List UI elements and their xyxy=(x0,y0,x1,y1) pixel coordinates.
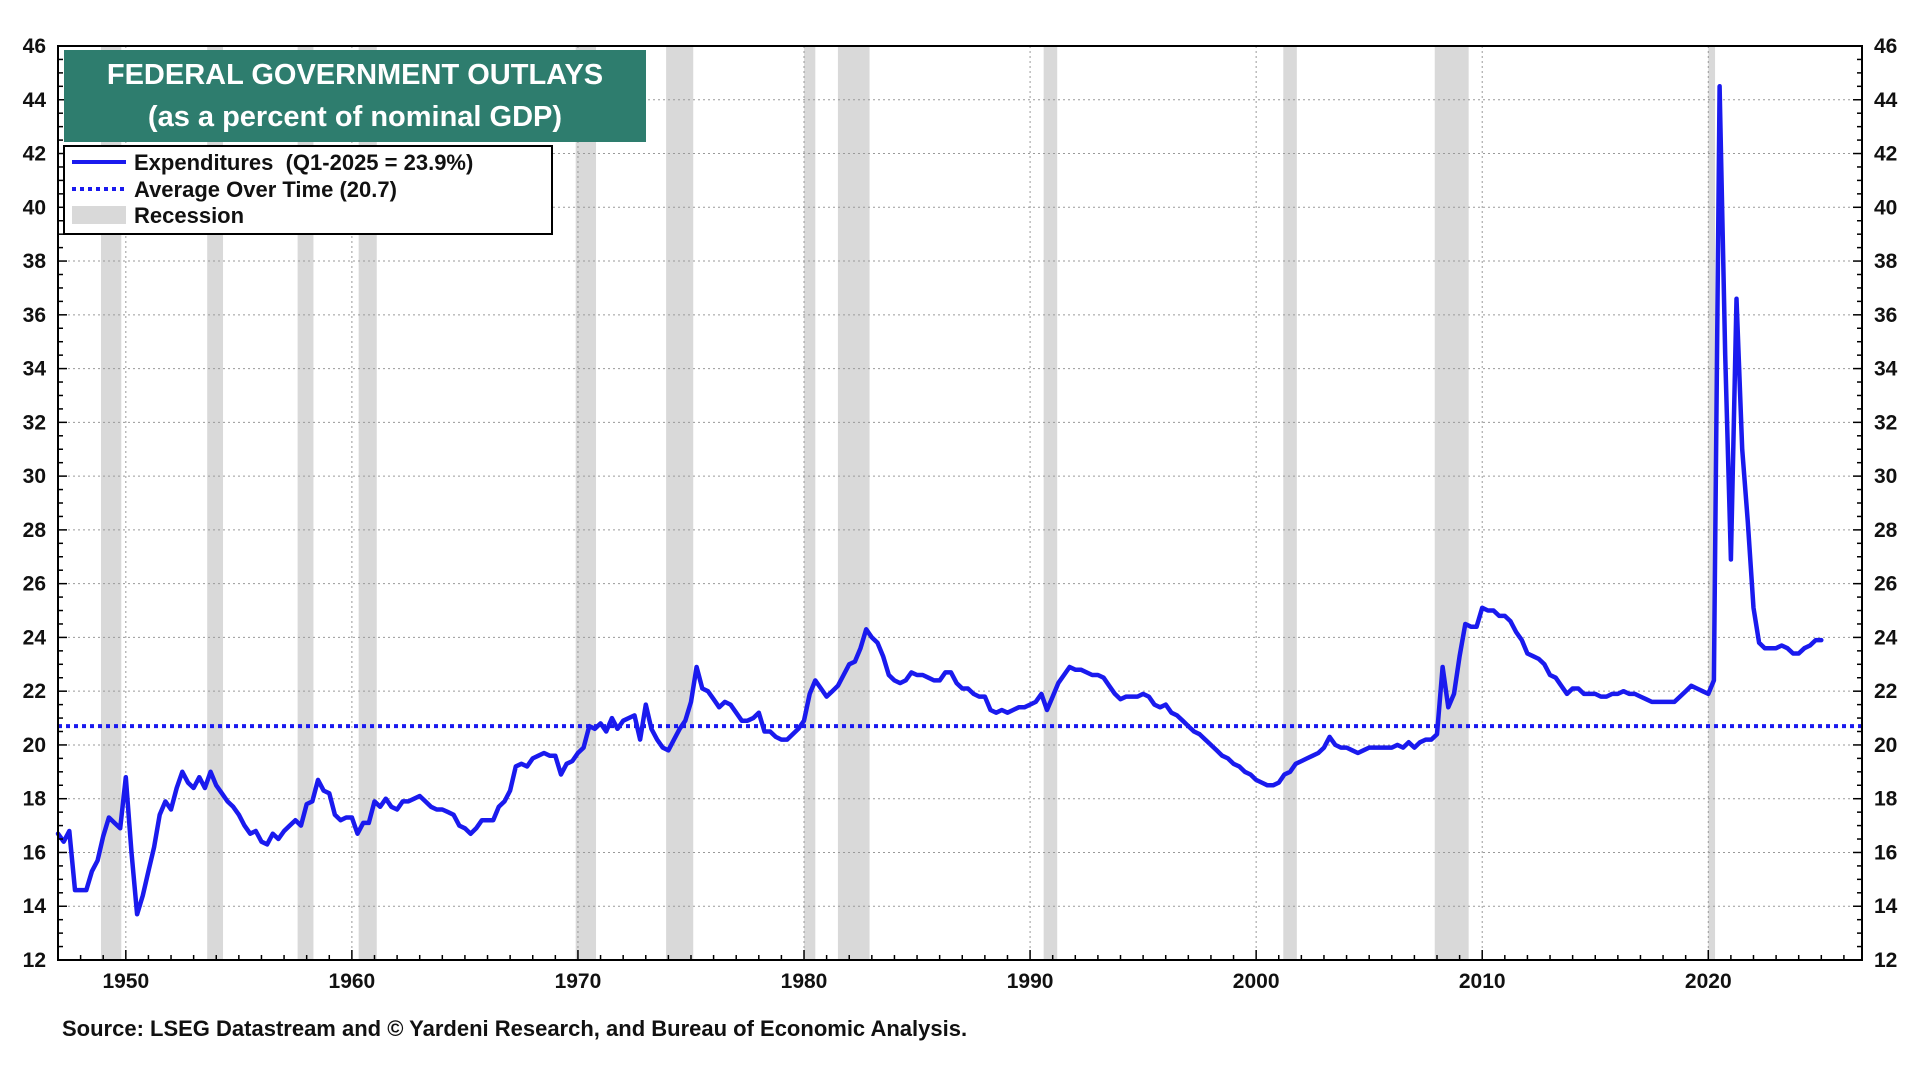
legend: Expenditures (Q1-2025 = 23.9%) Average O… xyxy=(63,145,553,235)
x-tick-label: 1960 xyxy=(329,970,376,993)
y-tick-label-left: 12 xyxy=(23,949,46,972)
y-tick-label-right: 22 xyxy=(1874,680,1897,703)
y-tick-label-right: 38 xyxy=(1874,250,1898,273)
recession-bands xyxy=(100,46,1716,960)
recession-band-1 xyxy=(207,46,224,960)
chart-title: FEDERAL GOVERNMENT OUTLAYS xyxy=(107,59,603,91)
y-tick-label-left: 16 xyxy=(23,841,46,864)
legend-label-average: Average Over Time (20.7) xyxy=(134,177,397,202)
recession-band-9 xyxy=(1283,46,1297,960)
y-tick-label-left: 26 xyxy=(23,573,46,596)
y-tick-label-left: 30 xyxy=(23,465,46,488)
series-layer xyxy=(55,84,1824,917)
y-tick-label-left: 46 xyxy=(23,35,46,58)
y-tick-label-right: 26 xyxy=(1874,573,1897,596)
y-tick-label-right: 42 xyxy=(1874,143,1897,166)
legend-label-expenditures: Expenditures (Q1-2025 = 23.9%) xyxy=(134,150,473,175)
y-tick-label-right: 32 xyxy=(1874,411,1897,434)
y-tick-label-left: 14 xyxy=(23,895,47,918)
title-box: FEDERAL GOVERNMENT OUTLAYS (as a percent… xyxy=(64,50,646,142)
x-tick-label: 2010 xyxy=(1459,970,1506,993)
y-tick-label-left: 40 xyxy=(23,196,46,219)
x-tick-label: 2020 xyxy=(1685,970,1732,993)
x-tick-label: 1950 xyxy=(102,970,149,993)
gridlines xyxy=(58,46,1862,960)
y-tick-label-left: 32 xyxy=(23,411,46,434)
series-line-expenditures xyxy=(55,84,1824,917)
recession-band-4 xyxy=(575,46,597,960)
y-tick-label-left: 28 xyxy=(23,519,47,542)
recession-band-2 xyxy=(297,46,314,960)
source-note: Source: LSEG Datastream and © Yardeni Re… xyxy=(62,1016,967,1041)
recession-band-7 xyxy=(837,46,870,960)
y-tick-label-left: 44 xyxy=(23,89,47,112)
y-tick-label-right: 18 xyxy=(1874,788,1898,811)
y-tick-label-left: 36 xyxy=(23,304,46,327)
chart-subtitle: (as a percent of nominal GDP) xyxy=(148,101,562,133)
y-tick-label-right: 46 xyxy=(1874,35,1897,58)
y-tick-label-right: 30 xyxy=(1874,465,1897,488)
y-tick-label-right: 28 xyxy=(1874,519,1898,542)
title-background xyxy=(64,50,646,142)
y-tick-label-left: 34 xyxy=(23,358,47,381)
y-tick-label-left: 38 xyxy=(23,250,47,273)
y-tick-label-right: 20 xyxy=(1874,734,1897,757)
recession-band-3 xyxy=(358,46,377,960)
y-tick-label-left: 24 xyxy=(23,626,47,649)
recession-band-6 xyxy=(804,46,816,960)
recession-band-11 xyxy=(1708,46,1716,960)
y-tick-label-right: 24 xyxy=(1874,626,1898,649)
x-tick-label: 1980 xyxy=(781,970,828,993)
y-tick-label-left: 22 xyxy=(23,680,46,703)
y-tick-label-right: 16 xyxy=(1874,841,1897,864)
legend-frame xyxy=(63,145,553,235)
x-tick-label: 1990 xyxy=(1007,970,1054,993)
y-tick-label-right: 12 xyxy=(1874,949,1897,972)
y-tick-label-left: 20 xyxy=(23,734,46,757)
y-tick-label-right: 44 xyxy=(1874,89,1898,112)
x-tick-label: 2000 xyxy=(1233,970,1280,993)
legend-swatch-recession xyxy=(72,206,126,224)
y-tick-label-left: 18 xyxy=(23,788,47,811)
recession-band-10 xyxy=(1434,46,1469,960)
y-tick-label-right: 34 xyxy=(1874,358,1898,381)
y-tick-label-right: 40 xyxy=(1874,196,1897,219)
recession-band-5 xyxy=(666,46,694,960)
x-tick-label: 1970 xyxy=(555,970,602,993)
y-tick-label-right: 14 xyxy=(1874,895,1898,918)
legend-label-recession: Recession xyxy=(134,203,244,228)
y-tick-label-left: 42 xyxy=(23,143,46,166)
recession-band-0 xyxy=(100,46,122,960)
recession-band-8 xyxy=(1043,46,1058,960)
y-tick-label-right: 36 xyxy=(1874,304,1897,327)
